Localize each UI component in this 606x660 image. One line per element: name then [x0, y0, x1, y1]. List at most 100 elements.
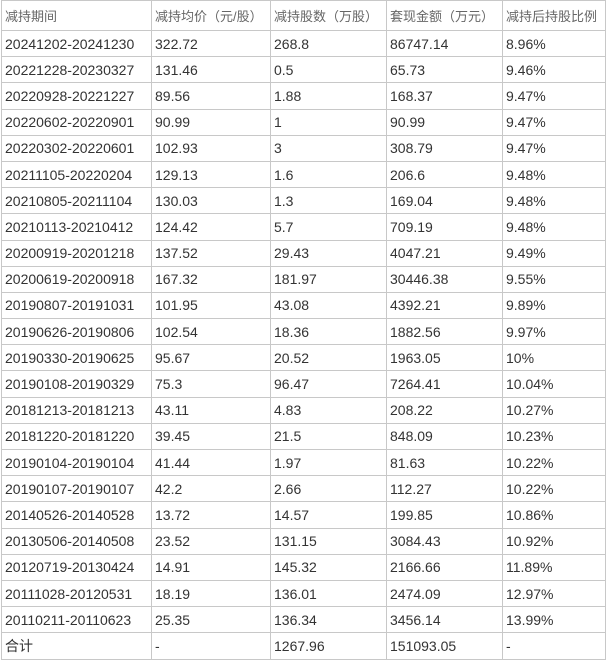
- table-cell: 10.22%: [502, 475, 606, 503]
- table-cell: 322.72: [151, 29, 271, 58]
- table-cell: 151093.05: [386, 632, 503, 660]
- table-cell: 23.52: [151, 527, 271, 555]
- table-cell: 2166.66: [386, 553, 503, 581]
- table-cell: 112.27: [386, 475, 503, 503]
- table-cell: 20110211-20110623: [1, 606, 152, 634]
- table-cell: 合计: [1, 632, 152, 660]
- table-cell: 308.79: [386, 134, 503, 162]
- table-cell: 20220602-20220901: [1, 108, 152, 136]
- table-cell: 20130506-20140508: [1, 527, 152, 555]
- table-cell: 21.5: [270, 422, 387, 451]
- table-row: 20140526-20140528 13.72 14.57 199.85 10.86%: [1, 501, 606, 529]
- table-cell: 75.3: [151, 370, 271, 398]
- table-cell: 129.13: [151, 160, 271, 189]
- table-cell: 20220928-20221227: [1, 82, 152, 110]
- table-cell: 90.99: [151, 108, 271, 136]
- table-cell: 86747.14: [386, 29, 503, 58]
- table-row: 20220928-20221227 89.56 1.88 168.37 9.47%: [1, 82, 606, 110]
- table-cell: 9.46%: [502, 56, 606, 84]
- table-row: 20200919-20201218 137.52 29.43 4047.21 9.49%: [1, 239, 606, 267]
- table-cell: -: [502, 632, 606, 660]
- table-row: 20190626-20190806 102.54 18.36 1882.56 9.97%: [1, 318, 606, 346]
- table-row: 20241202-20241230 322.72 268.8 86747.14 8.96…: [1, 29, 606, 58]
- table-cell: 10%: [502, 344, 606, 372]
- table-cell: 9.55%: [502, 265, 606, 293]
- table-cell: 9.47%: [502, 134, 606, 162]
- table-cell: 1.88: [270, 82, 387, 110]
- table-cell: 2474.09: [386, 579, 503, 608]
- table-cell: 199.85: [386, 501, 503, 529]
- table-row: 20190330-20190625 95.67 20.52 1963.05 10%: [1, 344, 606, 372]
- table-cell: 136.34: [270, 606, 387, 634]
- table-cell: 124.42: [151, 213, 271, 241]
- table-row: 合计 -1267.96 151093.05-: [1, 632, 606, 660]
- table-cell: 90.99: [386, 108, 503, 136]
- table-cell: 42.2: [151, 475, 271, 503]
- table-cell: 18.19: [151, 579, 271, 608]
- table-cell: 43.11: [151, 396, 271, 424]
- table-row: 20220602-20220901 90.99 1 90.99 9.47%: [1, 108, 606, 136]
- table-cell: 848.09: [386, 422, 503, 451]
- table-row: 20200619-20200918 167.32 181.97 30446.38 9.5…: [1, 265, 606, 293]
- table-cell: 30446.38: [386, 265, 503, 293]
- table-cell: 5.7: [270, 213, 387, 241]
- table-row: 20181213-20181213 43.11 4.83 208.22 10.27%: [1, 396, 606, 424]
- table-cell: 4392.21: [386, 291, 503, 320]
- table-cell: 20241202-20241230: [1, 29, 152, 58]
- table-row: 20120719-20130424 14.91 145.32 2166.66 11.89…: [1, 553, 606, 581]
- table-cell: 20120719-20130424: [1, 553, 152, 581]
- table-cell: 20190108-20190329: [1, 370, 152, 398]
- table-cell: 81.63: [386, 448, 503, 477]
- table-cell: 268.8: [270, 29, 387, 58]
- table-cell: 10.22%: [502, 448, 606, 477]
- table-cell: 20220302-20220601: [1, 134, 152, 162]
- table-row: 20190108-20190329 75.3 96.47 7264.41 10.04%: [1, 370, 606, 398]
- table-cell: 7264.41: [386, 370, 503, 398]
- table-cell: 145.32: [270, 553, 387, 581]
- table-cell: 43.08: [270, 291, 387, 320]
- table-cell: 1882.56: [386, 318, 503, 346]
- header-cell: 减持后持股比例: [502, 0, 606, 31]
- table-cell: 1.3: [270, 187, 387, 215]
- table-cell: 20210113-20210412: [1, 213, 152, 241]
- table-row: 20190104-20190104 41.44 1.97 81.63 10.22%: [1, 448, 606, 477]
- table-cell: 20.52: [270, 344, 387, 372]
- table-cell: 9.48%: [502, 213, 606, 241]
- table-cell: 9.89%: [502, 291, 606, 320]
- table-cell: 20181213-20181213: [1, 396, 152, 424]
- table-cell: 1.97: [270, 448, 387, 477]
- table-cell: 96.47: [270, 370, 387, 398]
- table-cell: 9.47%: [502, 108, 606, 136]
- table-cell: 95.67: [151, 344, 271, 372]
- table-cell: 208.22: [386, 396, 503, 424]
- table-cell: 3: [270, 134, 387, 162]
- table-cell: 4.83: [270, 396, 387, 424]
- table-cell: 709.19: [386, 213, 503, 241]
- table-cell: 20190104-20190104: [1, 448, 152, 477]
- table-cell: 9.49%: [502, 239, 606, 267]
- table-cell: 9.48%: [502, 187, 606, 215]
- header-row: 减持期间 减持均价（元/股） 减持股数（万股） 套现金额（万元） 减持后持股比例: [1, 0, 606, 31]
- table-cell: 1963.05: [386, 344, 503, 372]
- table-row: 20220302-20220601 102.93 3 308.79 9.47%: [1, 134, 606, 162]
- table-cell: 14.91: [151, 553, 271, 581]
- table-cell: 20190807-20191031: [1, 291, 152, 320]
- table-cell: 13.99%: [502, 606, 606, 634]
- table-row: 20210805-20211104 130.03 1.3 169.04 9.48%: [1, 187, 606, 215]
- table-cell: 131.46: [151, 56, 271, 84]
- table-cell: 14.57: [270, 501, 387, 529]
- header-cell: 套现金额（万元）: [386, 0, 503, 31]
- table-cell: 41.44: [151, 448, 271, 477]
- table-body: 20241202-20241230 322.72 268.8 86747.14 8.96…: [1, 29, 606, 660]
- table-cell: 20111028-20120531: [1, 579, 152, 608]
- table-cell: 167.32: [151, 265, 271, 293]
- table-cell: 20211105-20220204: [1, 160, 152, 189]
- table-cell: 25.35: [151, 606, 271, 634]
- table-cell: 20221228-20230327: [1, 56, 152, 84]
- table-cell: 2.66: [270, 475, 387, 503]
- table-cell: 20190626-20190806: [1, 318, 152, 346]
- table-cell: 169.04: [386, 187, 503, 215]
- table-cell: 1.6: [270, 160, 387, 189]
